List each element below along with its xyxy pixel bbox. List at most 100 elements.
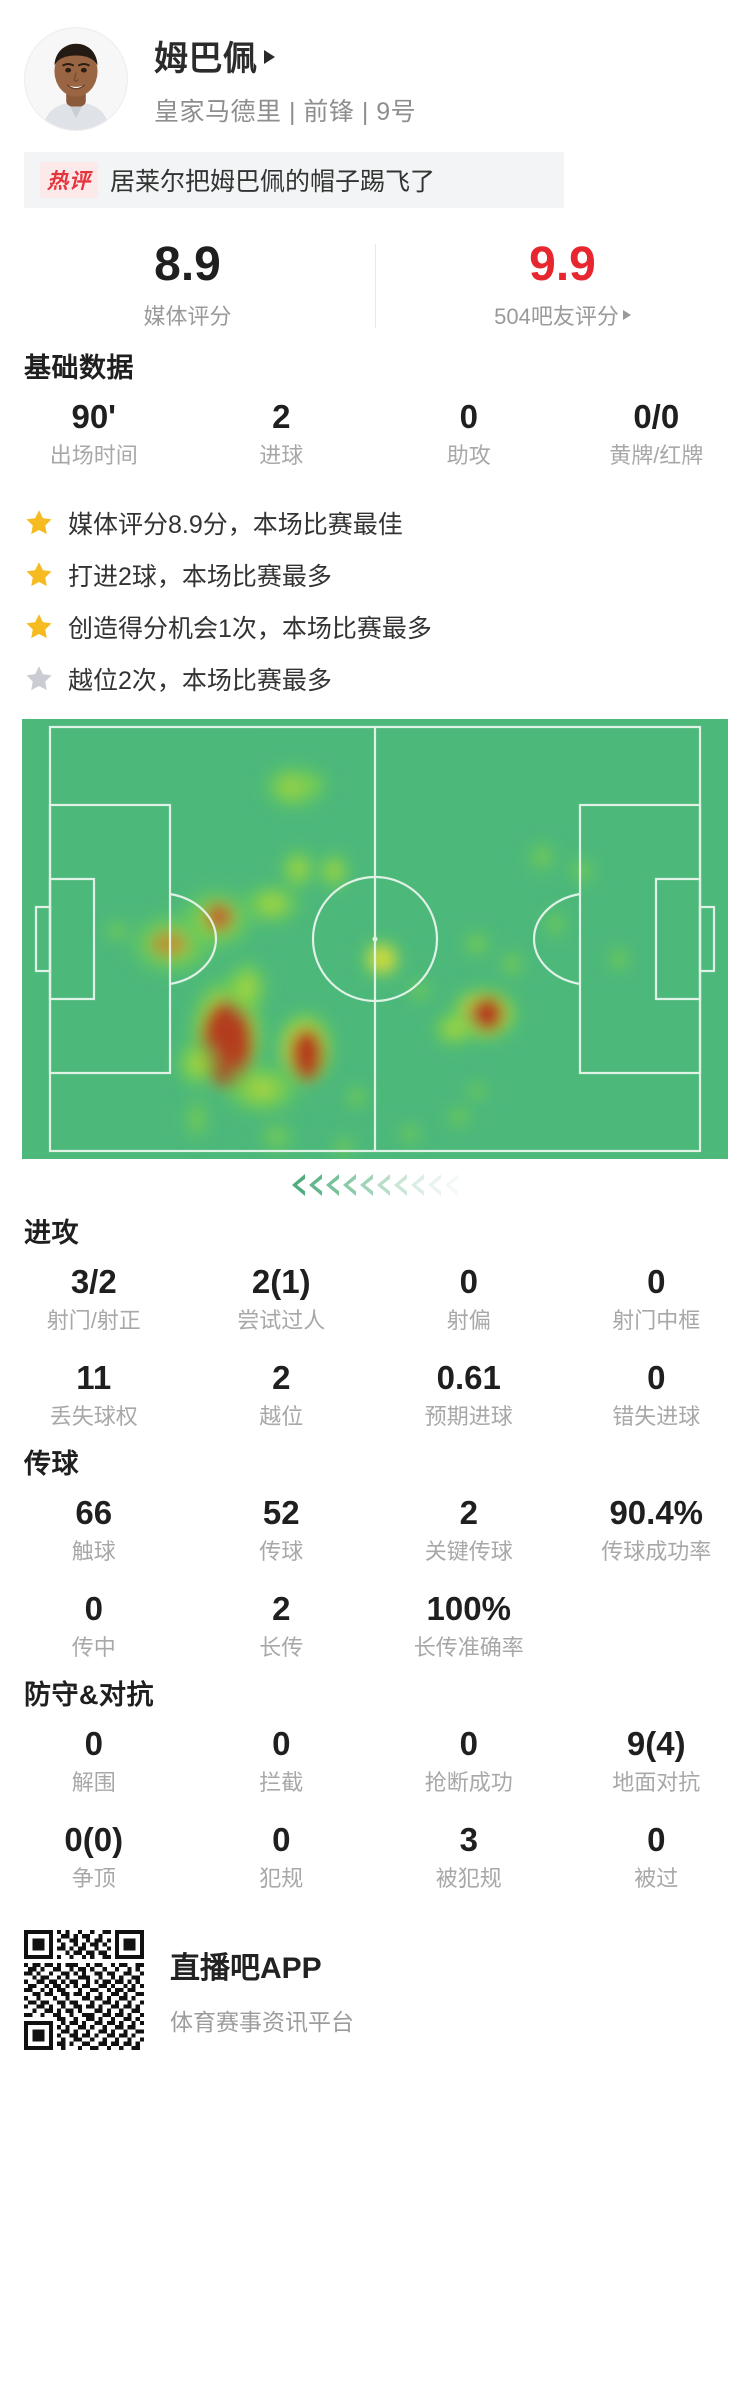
stat-value: 100%: [426, 1589, 511, 1627]
stat-value: 52: [262, 1493, 300, 1531]
highlights-list: 媒体评分8.9分，本场比赛最佳 打进2球，本场比赛最多 创造得分机会1次，本场比…: [0, 481, 750, 705]
attack-stats-row-2: 11 丢失球权 2 越位 0.61 预期进球 0 错失进球: [0, 1346, 750, 1442]
stat-cell-empty: [563, 1577, 750, 1673]
fans-rating[interactable]: 9.9 504吧友评分: [375, 226, 750, 346]
triangle-right-icon: [622, 310, 631, 320]
stat-value: 0: [272, 1724, 291, 1762]
stat-label: 射偏: [446, 1307, 491, 1333]
stat-cell: 0(0) 争顶: [0, 1808, 188, 1904]
hot-badge: 热评: [40, 162, 98, 198]
app-name: 直播吧APP: [170, 1952, 322, 1985]
stat-label: 丢失球权: [49, 1403, 138, 1429]
app-promo-text: 直播吧APP 体育赛事资讯平台: [170, 1943, 354, 2037]
app-promo-footer: 直播吧APP 体育赛事资讯平台: [0, 1904, 750, 2050]
passing-stats-row-1: 66 触球 52 传球 2 关键传球 90.4% 传球成功率: [0, 1481, 750, 1577]
chevron-left-icon: [411, 1174, 425, 1196]
passing-stats-row-2: 0 传中 2 长传 100% 长传准确率: [0, 1577, 750, 1673]
stat-label: 被过: [634, 1865, 679, 1891]
stat-value: 66: [75, 1493, 113, 1531]
fans-rating-label[interactable]: 504吧友评分: [494, 299, 631, 331]
stat-cell: 0 射偏: [375, 1250, 563, 1346]
stat-label: 越位: [259, 1403, 304, 1429]
heatmap-section: [0, 705, 750, 1211]
stat-cell: 9(4) 地面对抗: [563, 1712, 750, 1808]
chevron-left-icon: [377, 1174, 391, 1196]
stat-cell: 0 助攻: [375, 385, 563, 481]
stat-cell: 0/0 黄牌/红牌: [563, 385, 750, 481]
star-icon-gold: [26, 510, 52, 535]
stat-label: 错失进球: [612, 1403, 701, 1429]
media-rating-label: 媒体评分: [143, 299, 231, 331]
stat-label: 长传: [259, 1634, 304, 1660]
star-icon-gold: [26, 562, 52, 587]
defense-stats-row-2: 0(0) 争顶 0 犯规 3 被犯规 0 被过: [0, 1808, 750, 1904]
hot-comment-bar[interactable]: 热评 居莱尔把姆巴佩的帽子踢飞了: [24, 152, 564, 208]
stat-cell: 0.61 预期进球: [375, 1346, 563, 1442]
stat-value: 2: [459, 1493, 478, 1531]
highlight-text: 创造得分机会1次，本场比赛最多: [68, 615, 432, 643]
section-title-basic: 基础数据: [24, 353, 134, 383]
chevron-left-icon: [343, 1174, 357, 1196]
stat-value: 2: [272, 397, 291, 435]
star-icon-gold: [26, 614, 52, 639]
ratings-row: 8.9 媒体评分 9.9 504吧友评分: [0, 226, 750, 346]
stat-value: 0: [84, 1724, 103, 1762]
stat-label: 传球: [259, 1538, 304, 1564]
stat-label: 关键传球: [424, 1538, 513, 1564]
player-identity: 姆巴佩 皇家马德里 | 前锋 | 9号: [154, 31, 416, 128]
stat-label: 传球成功率: [601, 1538, 712, 1564]
section-title-passing: 传球: [24, 1449, 79, 1479]
stat-label: 地面对抗: [612, 1769, 701, 1795]
stat-value: 90': [71, 397, 117, 435]
stat-value: 11: [76, 1358, 112, 1396]
player-name-row[interactable]: 姆巴佩: [154, 31, 416, 80]
stat-label: 尝试过人: [237, 1307, 326, 1333]
stat-value: 9(4): [626, 1724, 686, 1762]
team-position-number: 皇家马德里 | 前锋 | 9号: [154, 97, 417, 126]
list-item: 打进2球，本场比赛最多: [24, 549, 726, 601]
stat-label: 拦截: [259, 1769, 304, 1795]
highlight-text: 打进2球，本场比赛最多: [68, 563, 332, 591]
section-title-defense: 防守&对抗: [24, 1680, 154, 1710]
stat-value: 3: [459, 1820, 478, 1858]
defense-stats-row-1: 0 解围 0 拦截 0 抢断成功 9(4) 地面对抗: [0, 1712, 750, 1808]
stat-value: 0: [459, 397, 478, 435]
avatar[interactable]: [24, 27, 128, 131]
stat-value: 0: [84, 1589, 103, 1627]
stat-cell: 66 触球: [0, 1481, 188, 1577]
qr-code-icon[interactable]: [24, 1930, 144, 2050]
attack-stats-row-1: 3/2 射门/射正 2(1) 尝试过人 0 射偏 0 射门中框: [0, 1250, 750, 1346]
stat-cell: 52 传球: [188, 1481, 376, 1577]
stat-value: 0: [647, 1262, 666, 1300]
stat-cell: 3/2 射门/射正: [0, 1250, 188, 1346]
fans-rating-value: 9.9: [529, 238, 596, 291]
stat-value: 90.4%: [609, 1493, 704, 1531]
stat-cell: 0 射门中框: [563, 1250, 750, 1346]
stat-label: 助攻: [446, 442, 491, 468]
stat-value: 0: [459, 1262, 478, 1300]
stat-value: 0: [459, 1724, 478, 1762]
stat-value: 3/2: [70, 1262, 117, 1300]
stat-value: 2: [272, 1358, 291, 1396]
stat-cell: 2 越位: [188, 1346, 376, 1442]
chevron-left-icon: [445, 1174, 459, 1196]
pitch-heatmap[interactable]: [22, 719, 728, 1159]
stat-label: 解围: [71, 1769, 116, 1795]
stat-cell: 90' 出场时间: [0, 385, 188, 481]
stat-label: 抢断成功: [424, 1769, 513, 1795]
chevrons-left-icon: [22, 1159, 728, 1211]
stat-value: 0(0): [64, 1820, 124, 1858]
media-rating: 8.9 媒体评分: [0, 226, 375, 346]
stat-cell: 11 丢失球权: [0, 1346, 188, 1442]
stat-label: 出场时间: [49, 442, 138, 468]
stat-label: 进球: [259, 442, 304, 468]
stat-cell: 0 拦截: [188, 1712, 376, 1808]
stat-cell: 0 解围: [0, 1712, 188, 1808]
stat-label: 射门/射正: [46, 1307, 141, 1333]
stat-label: 争顶: [71, 1865, 116, 1891]
stat-cell: 2 关键传球: [375, 1481, 563, 1577]
stat-label: 传中: [71, 1634, 116, 1660]
stat-cell: 90.4% 传球成功率: [563, 1481, 750, 1577]
chevron-left-icon: [394, 1174, 408, 1196]
app-tagline: 体育赛事资讯平台: [170, 2009, 354, 2035]
